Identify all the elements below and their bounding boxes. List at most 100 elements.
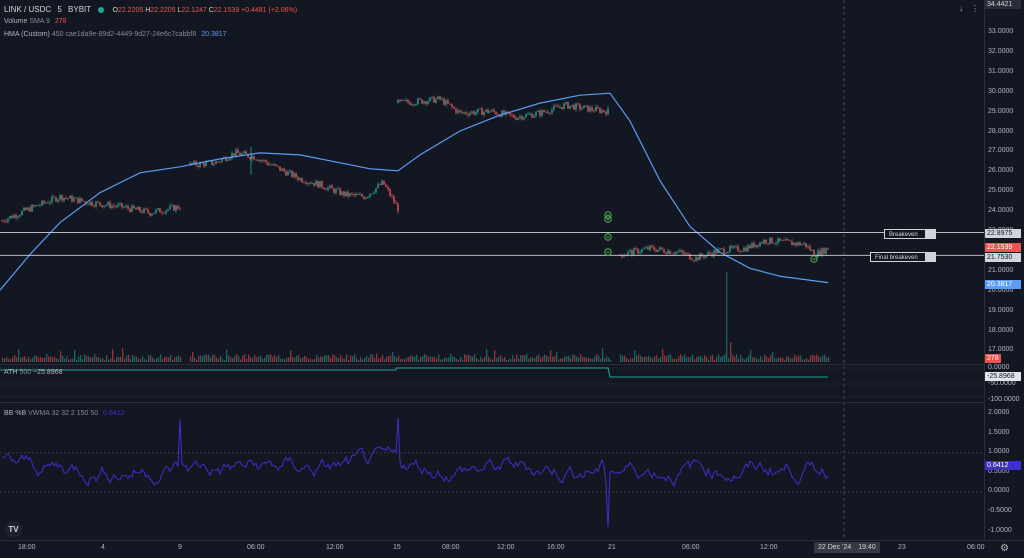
volume-bar xyxy=(324,355,326,362)
volume-bar xyxy=(430,356,432,362)
tradingview-logo[interactable]: TV xyxy=(5,521,22,538)
volume-bar xyxy=(376,353,378,362)
volume-bar xyxy=(114,359,116,362)
volume-bar xyxy=(130,359,132,362)
candle-body xyxy=(503,110,505,115)
candle-body xyxy=(557,105,559,108)
breakeven-label[interactable]: Breakeven xyxy=(884,229,926,239)
hma-line xyxy=(0,92,829,291)
volume-bar xyxy=(554,356,556,362)
candle-body xyxy=(459,110,461,112)
volume-bar xyxy=(138,358,140,362)
time-tick: 15 xyxy=(393,544,401,551)
candle-body xyxy=(331,185,333,189)
volume-bar xyxy=(500,355,502,362)
volume-legend[interactable]: Volume SMA 9 278 xyxy=(4,18,67,25)
volume-bar xyxy=(14,355,16,362)
volume-bar xyxy=(212,354,214,362)
pane-divider-volume[interactable] xyxy=(0,364,984,365)
volume-bar xyxy=(112,349,114,362)
volume-bar xyxy=(770,355,772,362)
candle-body xyxy=(723,248,725,254)
price-axis[interactable] xyxy=(984,0,1024,540)
volume-bar xyxy=(116,357,118,362)
ohlc-high-label: H xyxy=(145,7,151,14)
candle-body xyxy=(381,180,383,186)
candle-body xyxy=(249,157,251,159)
candle-body xyxy=(361,194,363,197)
volume-bar xyxy=(30,359,32,362)
hma-legend[interactable]: HMA (Custom) 450 cae1da9e-89d2-4449-9d27… xyxy=(4,31,227,38)
candle-body xyxy=(95,201,97,207)
candle-body xyxy=(327,187,329,190)
volume-bar xyxy=(352,356,354,362)
breakeven-handle[interactable] xyxy=(926,229,936,239)
candle-body xyxy=(173,205,175,211)
volume-bar xyxy=(606,356,608,362)
volume-bar xyxy=(220,356,222,362)
price-chart[interactable] xyxy=(0,0,984,540)
time-axis[interactable] xyxy=(0,540,1024,558)
more-options-icon[interactable]: ⋮ xyxy=(971,4,979,13)
symbol-legend[interactable]: LINK / USDC 5 BYBIT O22.2205 H22.2205 L2… xyxy=(4,5,297,14)
final-breakeven-label[interactable]: Final breakeven xyxy=(870,252,926,262)
volume-bar xyxy=(666,356,668,362)
volume-bar xyxy=(758,359,760,362)
volume-bar xyxy=(582,356,584,362)
price-tick: 26.0000 xyxy=(988,167,1014,175)
volume-bar xyxy=(66,356,68,362)
pane-divider-ath[interactable] xyxy=(0,402,984,403)
time-tick: 06:00 xyxy=(682,544,700,551)
volume-bar xyxy=(158,357,160,362)
candle-body xyxy=(227,159,229,161)
volume-bar xyxy=(120,356,122,362)
volume-bar xyxy=(528,358,530,362)
candle-body xyxy=(403,99,405,101)
candle-body xyxy=(61,195,63,201)
settings-gear-icon[interactable]: ⚙ xyxy=(1000,543,1009,554)
ath-value: −25.8968 xyxy=(33,369,63,376)
candle-body xyxy=(753,242,755,248)
volume-bar xyxy=(492,359,494,362)
volume-bar xyxy=(468,354,470,362)
candle-body xyxy=(435,99,437,103)
candle-body xyxy=(419,98,421,100)
bb-tick: 2.0000 xyxy=(988,409,1010,416)
candle-body xyxy=(87,203,89,205)
volume-bar xyxy=(262,358,264,362)
volume-bar xyxy=(702,358,704,362)
collapse-arrow-icon[interactable]: ↓ xyxy=(959,4,963,13)
candle-body xyxy=(9,216,11,219)
volume-bar xyxy=(24,356,26,362)
bb-legend[interactable]: BB %B VWMA 32 32 2 150 50 0.6412 xyxy=(4,410,125,417)
final-breakeven-handle[interactable] xyxy=(926,252,936,262)
candle-body xyxy=(535,112,537,116)
volume-bar xyxy=(300,358,302,362)
volume-bar xyxy=(292,356,294,362)
candle-body xyxy=(117,204,119,207)
volume-bar xyxy=(410,355,412,362)
candle-body xyxy=(605,111,607,115)
volume-bar xyxy=(742,357,744,362)
candle-body xyxy=(341,191,343,195)
volume-bar xyxy=(124,358,126,362)
candle-body xyxy=(365,197,367,200)
volume-bar xyxy=(322,356,324,362)
candle-body xyxy=(279,166,281,171)
candle-body xyxy=(69,195,71,199)
candle-body xyxy=(129,208,131,212)
candle-body xyxy=(583,105,585,109)
candle-body xyxy=(125,206,127,208)
candle-body xyxy=(493,109,495,112)
candle-body xyxy=(735,246,737,247)
volume-bar xyxy=(568,355,570,362)
candle-body xyxy=(559,107,561,108)
volume-bar xyxy=(698,356,700,362)
candle-body xyxy=(681,250,683,253)
candle-body xyxy=(719,248,721,250)
volume-bar xyxy=(406,357,408,362)
candle-body xyxy=(481,108,483,116)
candle-body xyxy=(597,106,599,109)
candle-body xyxy=(473,111,475,115)
ath-legend[interactable]: ATH 500 −25.8968 xyxy=(4,369,62,376)
